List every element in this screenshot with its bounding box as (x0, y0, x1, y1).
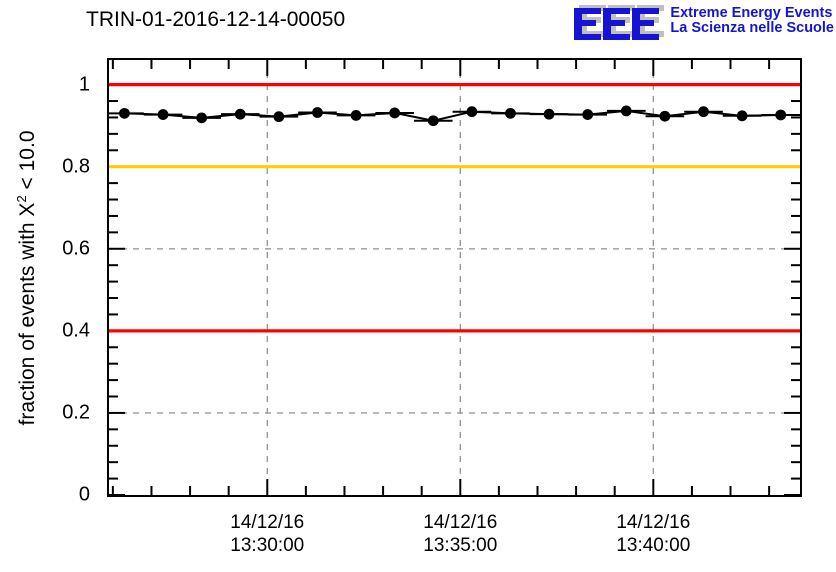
y-axis-tick-label: 0.2 (62, 401, 90, 424)
data-point-marker (196, 112, 208, 124)
y-axis-tick-label: 0.4 (62, 319, 90, 342)
y-axis-tick-labels: 0 0.2 0.4 0.6 0.8 1 (0, 58, 100, 505)
plot-frame (107, 58, 802, 497)
data-point-marker (582, 109, 594, 120)
data-point-marker (427, 115, 439, 127)
data-point-marker (505, 107, 516, 119)
data-point-marker (234, 108, 246, 120)
chart-canvas (109, 60, 800, 495)
data-point-marker (775, 109, 787, 121)
x-axis-tick-label-date: 14/12/16 (616, 512, 691, 533)
data-point-marker (466, 106, 478, 118)
data-point-marker (312, 107, 323, 118)
x-axis-tick-label: 14/12/16 13:35:00 (423, 511, 497, 557)
x-axis-tick-label-time: 13:35:00 (423, 535, 498, 557)
data-point-marker (543, 108, 555, 120)
y-axis-tick-label: 0 (78, 483, 90, 506)
page-title: TRIN-01-2016-12-14-00050 (86, 8, 346, 31)
eee-logo: Extreme Energy Events La Scienza nelle S… (570, 2, 834, 40)
x-axis-tick-label-date: 14/12/16 (230, 512, 305, 533)
y-axis-tick-label: 1 (78, 73, 90, 96)
data-point-marker (659, 110, 671, 122)
y-axis-tick-label: 0.6 (62, 237, 90, 260)
x-axis-tick-label: 14/12/16 13:40:00 (616, 511, 690, 557)
data-point-marker (389, 107, 401, 119)
x-axis-tick-label-time: 13:40:00 (616, 535, 691, 557)
y-axis-tick-label: 0.8 (62, 155, 90, 178)
data-point-marker (620, 105, 632, 117)
x-axis-tick-labels: 14/12/16 13:30:00 14/12/16 13:35:00 14/12/16… (0, 505, 836, 565)
data-point-marker (350, 110, 362, 121)
x-axis-tick-label: 14/12/16 13:30:00 (230, 511, 304, 557)
data-point-marker (736, 110, 748, 122)
data-point-marker (273, 111, 285, 123)
eee-logo-mark (570, 2, 665, 40)
eee-logo-line2: La Scienza nelle Scuole (670, 20, 834, 36)
data-point-marker (157, 109, 169, 120)
x-axis-tick-label-date: 14/12/16 (423, 512, 498, 533)
eee-logo-line1: Extreme Energy Events (670, 4, 833, 21)
x-axis-tick-label-time: 13:30:00 (230, 535, 305, 557)
data-point-marker (698, 106, 709, 118)
eee-logo-text: Extreme Energy Events La Scienza nelle S… (670, 4, 834, 37)
data-point-marker (119, 107, 130, 119)
